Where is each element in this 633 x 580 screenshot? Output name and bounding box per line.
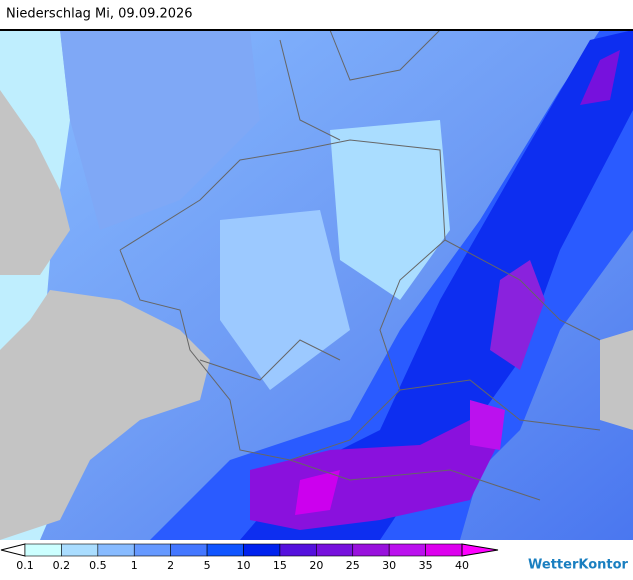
map-title: Niederschlag Mi, 09.09.2026 xyxy=(6,7,193,22)
legend-swatch xyxy=(0,543,26,557)
legend-swatch xyxy=(279,543,317,557)
legend-tick-label: 35 xyxy=(419,559,433,572)
legend-tick-label: 15 xyxy=(273,559,287,572)
legend-tick-label: 20 xyxy=(309,559,323,572)
legend-swatch xyxy=(97,543,135,557)
brand: WetterKontor xyxy=(528,558,629,573)
legend-swatch xyxy=(206,543,244,557)
legend-swatch xyxy=(24,543,62,557)
legend-tick-label: 0.5 xyxy=(89,559,107,572)
legend-swatch xyxy=(170,543,208,557)
legend-swatch xyxy=(425,543,463,557)
legend-tick-label: 10 xyxy=(237,559,251,572)
legend-swatch xyxy=(461,543,499,557)
legend-tick-label: 30 xyxy=(382,559,396,572)
legend-swatch xyxy=(352,543,390,557)
legend-swatch xyxy=(133,543,171,557)
legend-swatch xyxy=(243,543,281,557)
legend-tick-label: 1 xyxy=(131,559,138,572)
legend-tick-label: 0.1 xyxy=(16,559,34,572)
legend-tick-label: 40 xyxy=(455,559,469,572)
legend: 0.1 0.2 0.5 1 2 5 10 15 20 25 30 35 40 xyxy=(0,543,499,572)
legend-tick-label: 25 xyxy=(346,559,360,572)
legend-tick-label: 0.2 xyxy=(53,559,71,572)
legend-swatch xyxy=(388,543,426,557)
legend-tick-label: 5 xyxy=(204,559,211,572)
map-area xyxy=(0,29,633,540)
legend-swatch xyxy=(316,543,354,557)
legend-swatch xyxy=(61,543,99,557)
legend-tick-label: 2 xyxy=(167,559,174,572)
